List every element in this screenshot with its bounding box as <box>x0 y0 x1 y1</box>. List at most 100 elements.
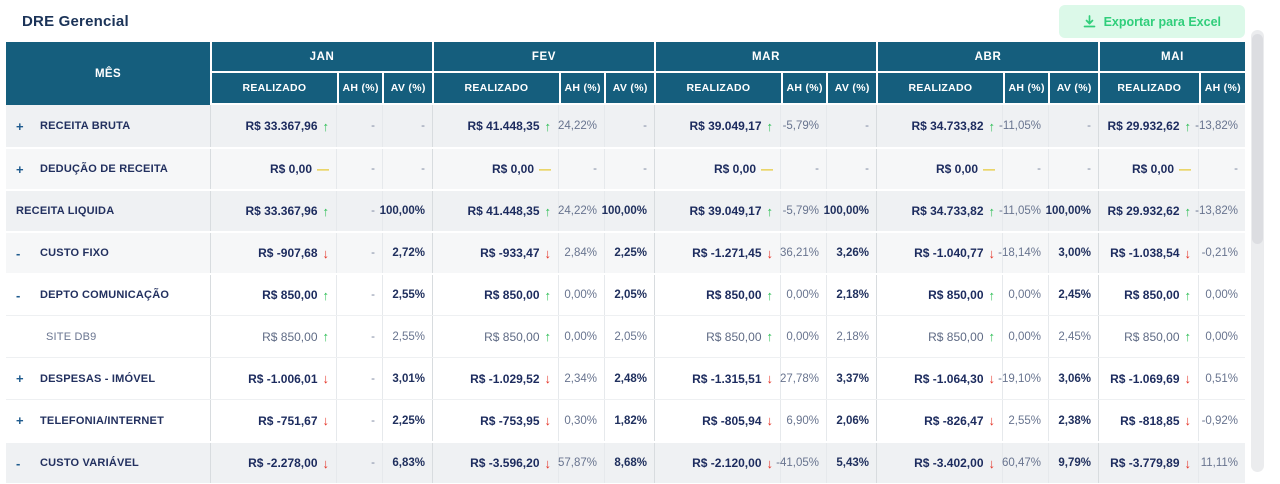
ah-percent-value: 57,87% <box>557 457 597 469</box>
av-percent-value: 3,26% <box>836 247 869 259</box>
trend-up-icon: ↑ <box>988 287 996 303</box>
ah-percent-value: 0,00% <box>564 330 597 343</box>
month-subheaders: REALIZADO AH (%) AV (%) <box>656 73 876 103</box>
expand-icon[interactable]: + <box>16 161 24 177</box>
money-value: R$ 41.448,35 <box>467 119 540 133</box>
ah-percent-cell: 0,00% <box>1002 275 1048 315</box>
ah-percent-value: - <box>593 163 597 175</box>
ah-percent-value: -5,79% <box>782 205 819 217</box>
av-percent-cell: 2,48% <box>604 358 654 399</box>
expand-icon[interactable]: + <box>16 118 24 134</box>
av-percent-cell: 100,00% <box>823 191 876 231</box>
money-value: R$ -1.038,54 <box>1110 246 1180 260</box>
money-value: R$ 0,00 <box>713 162 756 176</box>
ah-percent-value: - <box>1037 163 1041 175</box>
av-percent-value: - <box>1087 120 1091 132</box>
row-label: RECEITA LIQUIDA <box>16 205 115 217</box>
ah-percent-value: - <box>371 247 375 259</box>
av-percent-cell: 1,82% <box>604 400 654 441</box>
money-value: R$ 34.733,82 <box>911 119 984 133</box>
realizado-cell: R$ -1.040,77 ↓ <box>876 233 1002 273</box>
trend-up-icon: ↑ <box>544 287 552 303</box>
ah-percent-value: - <box>1234 163 1238 175</box>
ah-percent-cell: 0,00% <box>1198 316 1245 357</box>
av-percent-cell: 2,45% <box>1048 275 1098 315</box>
table-row: SITE DB9 R$ 850,00 ↑ - 2,55% R$ 850,00 ↑ 0,00% 2… <box>6 315 1245 357</box>
trend-down-icon: ↓ <box>766 413 774 428</box>
ah-percent-value: 0,00% <box>1008 330 1041 343</box>
trend-neutral-icon: — <box>539 162 551 176</box>
row-label: DESPESAS - IMÓVEL <box>40 372 156 385</box>
av-percent-cell: 2,06% <box>826 400 876 441</box>
subcolumn-header: REALIZADO <box>878 73 1003 103</box>
month-group-jan: JAN REALIZADO AH (%) AV (%) <box>210 42 432 105</box>
subcolumn-header: REALIZADO <box>656 73 781 103</box>
subcolumn-header: REALIZADO <box>212 73 337 103</box>
trend-down-icon: ↓ <box>544 371 552 386</box>
trend-up-icon: ↑ <box>766 329 774 344</box>
av-percent-cell: 2,18% <box>826 275 876 315</box>
money-value: R$ 850,00 <box>706 329 762 344</box>
ah-percent-value: - <box>371 372 375 385</box>
collapse-icon[interactable]: - <box>16 245 21 261</box>
trend-down-icon: ↓ <box>988 371 996 386</box>
money-value: R$ -933,47 <box>480 246 540 260</box>
realizado-cell: R$ -3.402,00 ↓ <box>876 443 1002 483</box>
av-percent-cell: 2,38% <box>1048 400 1098 441</box>
month-subheaders: REALIZADO AH (%) AV (%) <box>212 73 432 103</box>
trend-up-icon: ↑ <box>766 287 774 303</box>
column-header-mes: MÊS <box>6 42 210 105</box>
money-value: R$ -2.278,00 <box>248 456 318 470</box>
page-title: DRE Gerencial <box>22 13 129 30</box>
ah-percent-cell: 0,30% <box>558 400 604 441</box>
row-label-cell: + DEDUÇÃO DE RECEITA <box>6 149 210 189</box>
ah-percent-value: -0,92% <box>1201 414 1238 427</box>
av-percent-cell: 9,79% <box>1048 443 1098 483</box>
ah-percent-cell: 0,00% <box>780 275 826 315</box>
av-percent-cell: 2,18% <box>826 316 876 357</box>
money-value: R$ -1.064,30 <box>914 371 984 386</box>
row-label-cell: + TELEFONIA/INTERNET <box>6 400 210 441</box>
ah-percent-value: 2,34% <box>564 372 597 385</box>
expand-icon[interactable]: + <box>16 413 24 428</box>
av-percent-value: 2,48% <box>614 372 647 385</box>
av-percent-value: 100,00% <box>823 205 869 217</box>
av-percent-cell: 2,05% <box>604 316 654 357</box>
money-value: R$ 850,00 <box>928 288 984 302</box>
row-label-cell: - CUSTO VARIÁVEL <box>6 443 210 483</box>
realizado-cell: R$ 0,00 — <box>432 149 558 189</box>
realizado-cell: R$ 34.733,82 ↑ <box>876 191 1002 231</box>
month-group-abr: ABR REALIZADO AH (%) AV (%) <box>876 42 1098 105</box>
collapse-icon[interactable]: - <box>16 287 21 303</box>
ah-percent-cell: 2,55% <box>1002 400 1048 441</box>
trend-neutral-icon: — <box>983 162 995 176</box>
row-label: RECEITA BRUTA <box>40 120 131 132</box>
subcolumn-header: REALIZADO <box>1100 73 1199 103</box>
subcolumn-header: AV (%) <box>1048 73 1098 103</box>
trend-up-icon: ↑ <box>322 287 330 303</box>
av-percent-value: - <box>865 163 869 175</box>
ah-percent-cell: 0,00% <box>1002 316 1048 357</box>
subcolumn-header: AH (%) <box>1002 73 1049 103</box>
money-value: R$ -3.402,00 <box>914 456 984 470</box>
vertical-scrollbar-thumb[interactable] <box>1252 34 1263 244</box>
av-percent-value: 100,00% <box>601 205 647 217</box>
collapse-icon[interactable]: - <box>16 455 21 471</box>
vertical-scrollbar[interactable] <box>1251 30 1264 472</box>
ah-percent-cell: -18,14% <box>998 233 1048 273</box>
trend-down-icon: ↓ <box>544 455 552 471</box>
av-percent-value: - <box>421 120 425 132</box>
ah-percent-value: -13,82% <box>1195 120 1238 132</box>
expand-icon[interactable]: + <box>16 371 24 386</box>
trend-up-icon: ↑ <box>1184 203 1192 219</box>
av-percent-cell: 2,55% <box>382 316 432 357</box>
ah-percent-value: - <box>371 120 375 132</box>
export-excel-label: Exportar para Excel <box>1103 14 1221 29</box>
row-label-cell: + RECEITA BRUTA <box>6 105 210 147</box>
export-excel-button[interactable]: Exportar para Excel <box>1058 5 1245 38</box>
ah-percent-cell: - <box>336 358 382 399</box>
ah-percent-value: - <box>371 289 375 301</box>
av-percent-cell: - <box>1048 149 1098 189</box>
av-percent-cell: 8,68% <box>604 443 654 483</box>
money-value: R$ 0,00 <box>491 162 534 176</box>
